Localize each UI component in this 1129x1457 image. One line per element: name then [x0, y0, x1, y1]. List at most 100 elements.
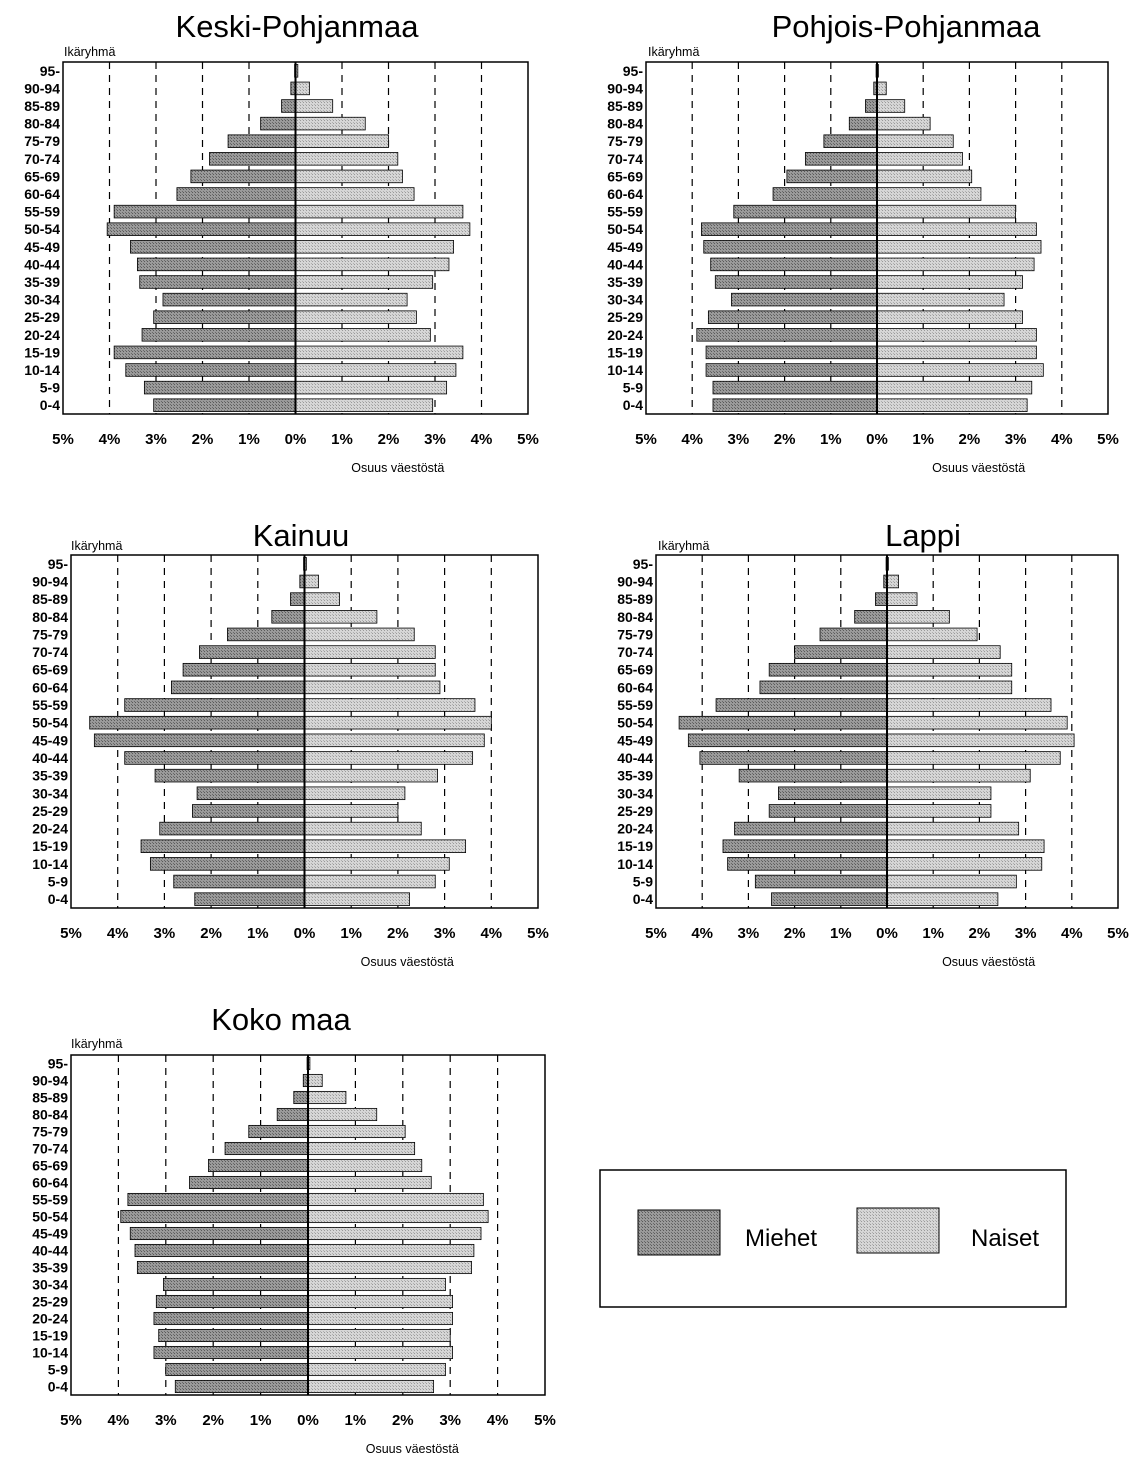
x-tick-label: 5% [635, 431, 657, 448]
x-tick-label: 5% [517, 431, 539, 448]
x-axis-label: Osuus väestöstä [366, 1442, 459, 1456]
bar-men [192, 804, 305, 818]
age-group-label: 45-49 [32, 732, 68, 748]
age-group-label: 90-94 [32, 573, 68, 589]
age-group-label: 50-54 [617, 715, 653, 731]
bar-men [854, 610, 888, 624]
bar-men [768, 662, 888, 677]
bar-men [701, 222, 878, 236]
x-tick-label: 3% [439, 1412, 461, 1429]
bar-men [290, 592, 305, 606]
age-group-label: 75-79 [617, 626, 653, 642]
age-group-label: 80-84 [24, 116, 60, 132]
bar-women [876, 398, 1028, 412]
bar-men [687, 733, 888, 748]
chart-title: Kainuu [253, 518, 350, 553]
age-group-label: 20-24 [607, 327, 643, 343]
bar-women [295, 81, 310, 96]
bar-women [304, 804, 399, 818]
age-group-label: 40-44 [617, 750, 653, 766]
bar-men [759, 680, 888, 695]
age-group-label: 40-44 [32, 1243, 68, 1259]
bar-men [794, 645, 888, 659]
bar-women [307, 1328, 451, 1343]
bar-women [876, 169, 973, 184]
bar-men [158, 1328, 309, 1343]
bar-men [772, 187, 878, 201]
x-tick-label: 4% [471, 431, 493, 448]
x-tick-label: 3% [1005, 431, 1027, 448]
age-group-label: 60-64 [24, 186, 60, 202]
age-group-label: 35-39 [617, 768, 653, 784]
bar-women [307, 1260, 472, 1275]
age-group-label: 60-64 [607, 186, 643, 202]
chart-title: Keski-Pohjanmaa [176, 9, 420, 44]
x-tick-label: 2% [202, 1412, 224, 1429]
bar-men [173, 874, 305, 889]
bar-women [295, 380, 448, 395]
age-group-label: 10-14 [32, 856, 68, 872]
age-group-label: 55-59 [607, 204, 643, 220]
bar-women [886, 733, 1075, 748]
bar-women [876, 240, 1042, 254]
bar-men [176, 187, 296, 201]
age-group-label: 95- [48, 556, 69, 572]
bar-women [886, 786, 992, 801]
bar-women [304, 839, 467, 853]
x-axis-label: Osuus väestöstä [932, 461, 1025, 475]
bar-women [304, 786, 406, 801]
x-tick-label: 0% [876, 925, 898, 942]
x-tick-label: 2% [774, 431, 796, 448]
bar-women [295, 187, 415, 201]
age-group-label: 80-84 [617, 609, 653, 625]
age-group-label: 5-9 [633, 874, 653, 890]
bar-women [304, 574, 319, 589]
bar-women [304, 592, 340, 606]
bar-women [295, 204, 464, 219]
bar-men [89, 715, 305, 730]
legend-label-men: Miehet [745, 1225, 817, 1252]
bar-men [727, 857, 888, 871]
age-group-label: 20-24 [617, 821, 653, 837]
legend: Miehet Naiset [599, 1169, 1067, 1308]
bar-women [876, 310, 1023, 324]
x-tick-label: 3% [728, 431, 750, 448]
bar-women [304, 768, 438, 783]
bar-men [734, 821, 888, 836]
age-group-label: 40-44 [32, 750, 68, 766]
bar-men [260, 116, 296, 131]
x-tick-label: 4% [487, 1412, 509, 1429]
age-group-label: 65-69 [617, 662, 653, 678]
bar-men [155, 1294, 309, 1309]
bar-women [307, 1141, 416, 1156]
bar-women [295, 328, 431, 342]
age-group-label: 20-24 [32, 1311, 68, 1327]
bar-men [224, 1141, 309, 1156]
age-group-label: 25-29 [617, 803, 653, 819]
bar-men [714, 275, 878, 289]
x-tick-label: 4% [1051, 431, 1073, 448]
legend-label-women: Naiset [971, 1225, 1039, 1252]
chart-title: Lappi [885, 518, 961, 553]
bar-men [153, 1345, 309, 1360]
bar-women [304, 680, 441, 695]
pyramid-chart: 95-90-9485-8980-8475-7970-7465-6960-6455… [32, 1002, 556, 1456]
bar-men [124, 751, 305, 765]
bar-women [304, 751, 474, 765]
age-group-label: 5-9 [40, 380, 60, 396]
age-group-label: 80-84 [32, 609, 68, 625]
age-group-label: 85-89 [24, 98, 60, 114]
bar-men [281, 99, 296, 113]
y-axis-label: Ikäryhmä [658, 539, 709, 553]
bar-women [307, 1192, 484, 1207]
pyramid-chart: 95-90-9485-8980-8475-7970-7465-6960-6455… [617, 518, 1129, 969]
x-tick-label: 2% [200, 925, 222, 942]
pyramid-chart: 95-90-9485-8980-8475-7970-7465-6960-6455… [32, 518, 549, 969]
bar-women [876, 187, 982, 201]
bar-women [886, 680, 1013, 695]
age-group-label: 35-39 [607, 274, 643, 290]
bar-men [165, 1362, 309, 1377]
x-tick-label: 5% [60, 925, 82, 942]
bar-men [678, 715, 888, 730]
bar-men [848, 116, 878, 131]
